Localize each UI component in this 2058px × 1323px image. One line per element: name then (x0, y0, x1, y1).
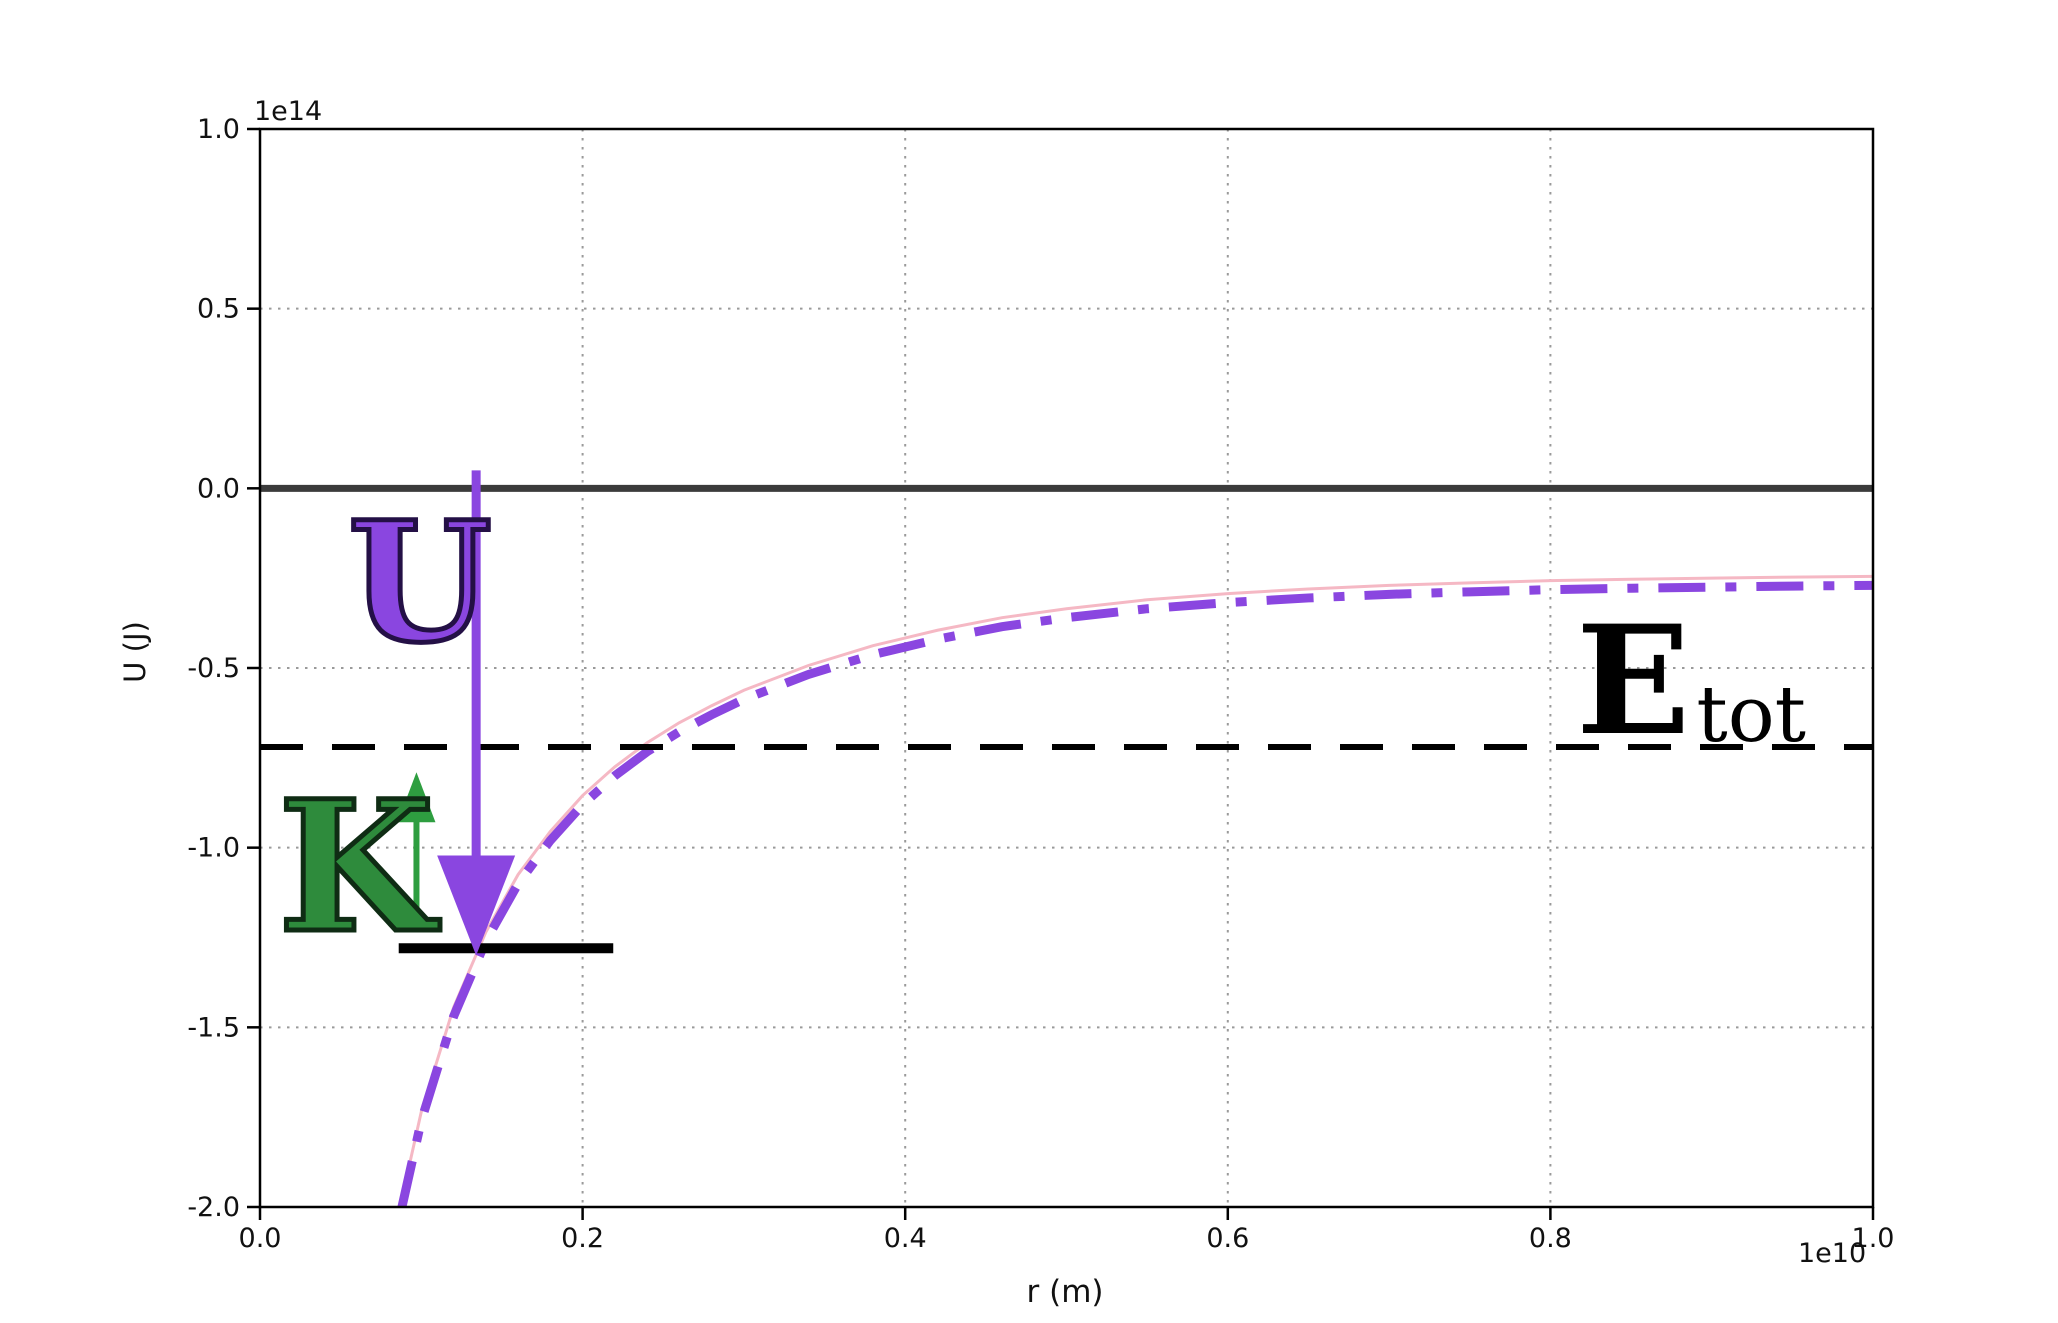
y-tick-label: 0.5 (197, 294, 240, 325)
y-tick-label: -1.5 (187, 1012, 240, 1043)
y-tick-label: 1.0 (197, 114, 240, 145)
potential-arrow-head (437, 855, 516, 956)
potential-energy-label: U (346, 485, 495, 679)
potential-curve (397, 580, 1873, 1207)
y-axis-title: U (J) (118, 621, 152, 683)
y-tick-label: -1.0 (187, 833, 240, 864)
x-axis-scale-label: 1e10 (1798, 1238, 1867, 1269)
x-axis-title: r (m) (1026, 1274, 1104, 1310)
plot-area (260, 129, 1873, 1207)
y-axis-scale-label: 1e14 (254, 96, 323, 127)
potential-curve-pink (400, 574, 1873, 1199)
y-tick-label: 0.0 (197, 473, 240, 504)
x-tick-label: 0.2 (561, 1223, 604, 1254)
x-tick-label: 0.4 (884, 1223, 927, 1254)
kinetic-arrow-head (397, 772, 436, 823)
x-tick-label: 0.8 (1529, 1223, 1572, 1254)
y-tick-label: -0.5 (187, 653, 240, 684)
total-energy-label: Etot (1576, 606, 1806, 756)
kinetic-energy-label: K (275, 762, 436, 973)
series-group (260, 484, 1873, 1207)
total-energy-symbol: E (1576, 593, 1691, 769)
x-tick-label: 1.0 (1852, 1223, 1895, 1254)
x-tick-label: 0.0 (239, 1223, 282, 1254)
total-energy-subscript: tot (1696, 670, 1806, 760)
x-tick-label: 0.6 (1206, 1223, 1249, 1254)
y-tick-label: -2.0 (187, 1192, 240, 1223)
